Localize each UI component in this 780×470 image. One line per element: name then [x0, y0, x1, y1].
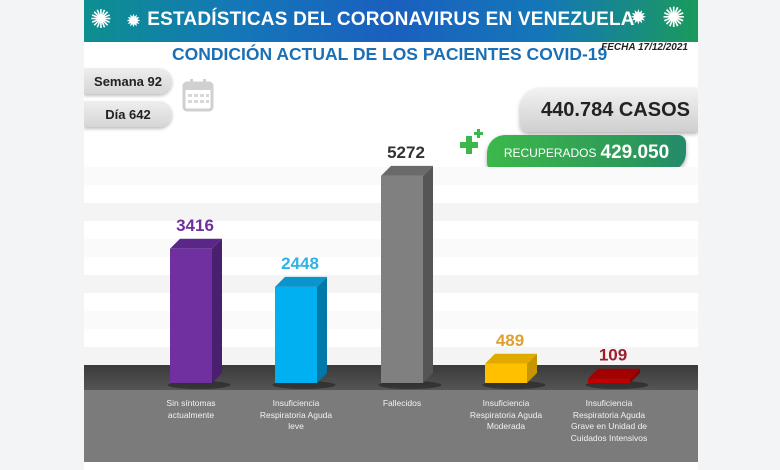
category-label-line: Insuficiencia [482, 398, 530, 408]
bar-side [317, 276, 327, 383]
bar-front [170, 248, 212, 383]
data-label: 5272 [387, 143, 425, 162]
bar [585, 368, 649, 389]
virus-icon: ✹ [126, 11, 142, 31]
virus-icon: ✺ [90, 4, 112, 34]
category-label-line: actualmente [167, 409, 215, 420]
calendar-icon [182, 79, 214, 112]
virus-icon: ✺ [662, 2, 686, 33]
bar [378, 165, 442, 389]
category-label: Insuficiencia Respiratoria Aguda Grave en … [564, 398, 654, 444]
bar-chart: 3416 2448 5272 489 109 [84, 143, 698, 389]
category-label-line: Respiratoria Aguda [469, 409, 543, 420]
bar-top [381, 165, 433, 176]
category-label: Sin síntomas actualmente [146, 398, 236, 421]
category-label-line: Insuficiencia [272, 398, 320, 408]
bar-top [588, 368, 640, 379]
category-label-line: Respiratoria Aguda [259, 409, 333, 420]
category-label-line: Sin síntomas [166, 398, 216, 408]
total-cases-badge: 440.784 CASOS [520, 88, 698, 132]
category-label: Insuficiencia Respiratoria Aguda Moderada [461, 398, 551, 433]
week-badge: Semana 92 [84, 68, 172, 94]
category-label-line: leve [288, 421, 304, 431]
category-label-line: Grave en Unidad de [570, 421, 648, 431]
bar [482, 353, 546, 389]
category-label-band [84, 390, 698, 462]
infographic-card: ✺ ✹ ✹ ✺ ESTADÍSTICAS DEL CORONAVIRUS EN … [84, 0, 698, 470]
bar [272, 276, 336, 389]
header-banner: ✺ ✹ ✹ ✺ ESTADÍSTICAS DEL CORONAVIRUS EN … [84, 0, 698, 42]
virus-icon: ✹ [630, 7, 647, 29]
bar-side [527, 353, 537, 383]
bar-top [170, 238, 222, 249]
date-label: FECHA 17/12/2021 [601, 42, 688, 53]
page-title: ESTADÍSTICAS DEL CORONAVIRUS EN VENEZUEL… [147, 9, 635, 30]
data-label: 3416 [176, 216, 214, 235]
category-label-line: Moderada [486, 421, 526, 431]
bar-side [423, 165, 433, 383]
category-label: Insuficiencia Respiratoria Aguda leve [251, 398, 341, 433]
data-label: 109 [599, 346, 627, 365]
bar-side [630, 368, 640, 383]
data-label: 489 [496, 331, 524, 350]
medical-plus-icon [460, 129, 483, 154]
recovered-badge: RECUPERADOS 429.050 [487, 135, 686, 171]
bar-front [588, 378, 630, 383]
bar-side [212, 238, 222, 383]
recovered-value: 429.050 [600, 142, 670, 163]
category-label-line: Insuficiencia [585, 398, 633, 408]
bar [167, 238, 231, 389]
bar-front [485, 363, 527, 383]
page-subtitle: CONDICIÓN ACTUAL DE LOS PACIENTES COVID-… [172, 44, 608, 64]
bar-front [275, 286, 317, 383]
category-label: Fallecidos [357, 398, 447, 410]
category-label-line: Respiratoria Aguda [572, 409, 646, 420]
recovered-label: RECUPERADOS [503, 146, 597, 160]
bar-front [381, 175, 423, 383]
data-label: 2448 [281, 254, 319, 273]
category-label-line: Cuidados Intensivos [570, 432, 648, 443]
category-label-line: Fallecidos [382, 398, 422, 408]
bar-top [275, 276, 327, 287]
bar-top [485, 353, 537, 364]
day-badge: Día 642 [84, 101, 172, 127]
